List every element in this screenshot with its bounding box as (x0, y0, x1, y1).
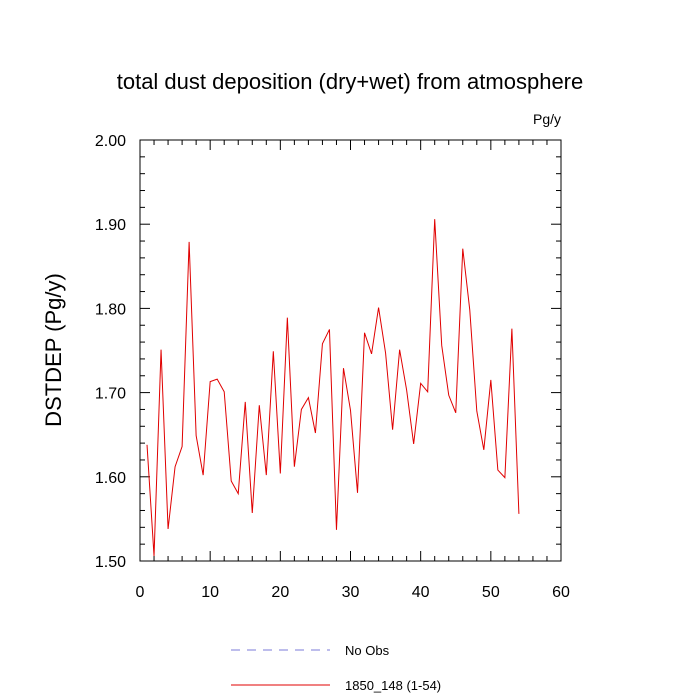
series-layer (146, 219, 520, 556)
y-tick-label: 2.00 (95, 133, 126, 150)
y-axis-label: DSTDEP (Pg/y) (41, 273, 66, 427)
x-tick-label: 60 (552, 584, 570, 601)
legend-label-1850-148: 1850_148 (1-54) (345, 678, 441, 693)
y-tick-label: 1.60 (95, 470, 126, 487)
series-line-1 (146, 219, 520, 556)
legend-label-no-obs: No Obs (345, 643, 390, 658)
y-tick-label: 1.90 (95, 217, 126, 234)
x-tick-label: 30 (342, 584, 360, 601)
units-label: Pg/y (533, 111, 561, 127)
y-tick-label: 1.80 (95, 301, 126, 318)
x-tick-label: 50 (482, 584, 500, 601)
chart-title: total dust deposition (dry+wet) from atm… (117, 69, 584, 94)
axis-tick-labels: 0 10 20 30 40 50 60 1.50 1.60 1.70 1.80 1.90 2.00 (95, 133, 570, 601)
y-tick-label: 1.70 (95, 386, 126, 403)
plot-frame (139, 139, 562, 562)
x-tick-label: 10 (201, 584, 219, 601)
x-tick-label: 0 (136, 584, 145, 601)
legend: No Obs 1850_148 (1-54) (231, 643, 441, 693)
x-tick-label: 40 (412, 584, 430, 601)
axis-ticks (139, 139, 562, 562)
y-tick-label: 1.50 (95, 554, 126, 571)
x-tick-label: 20 (271, 584, 289, 601)
